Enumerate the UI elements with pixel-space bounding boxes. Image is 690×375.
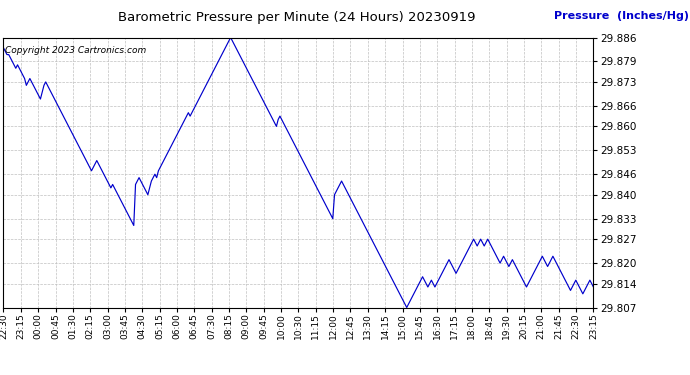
Text: Pressure  (Inches/Hg): Pressure (Inches/Hg) (553, 11, 689, 21)
Text: Copyright 2023 Cartronics.com: Copyright 2023 Cartronics.com (5, 46, 146, 55)
Text: Barometric Pressure per Minute (24 Hours) 20230919: Barometric Pressure per Minute (24 Hours… (118, 11, 475, 24)
